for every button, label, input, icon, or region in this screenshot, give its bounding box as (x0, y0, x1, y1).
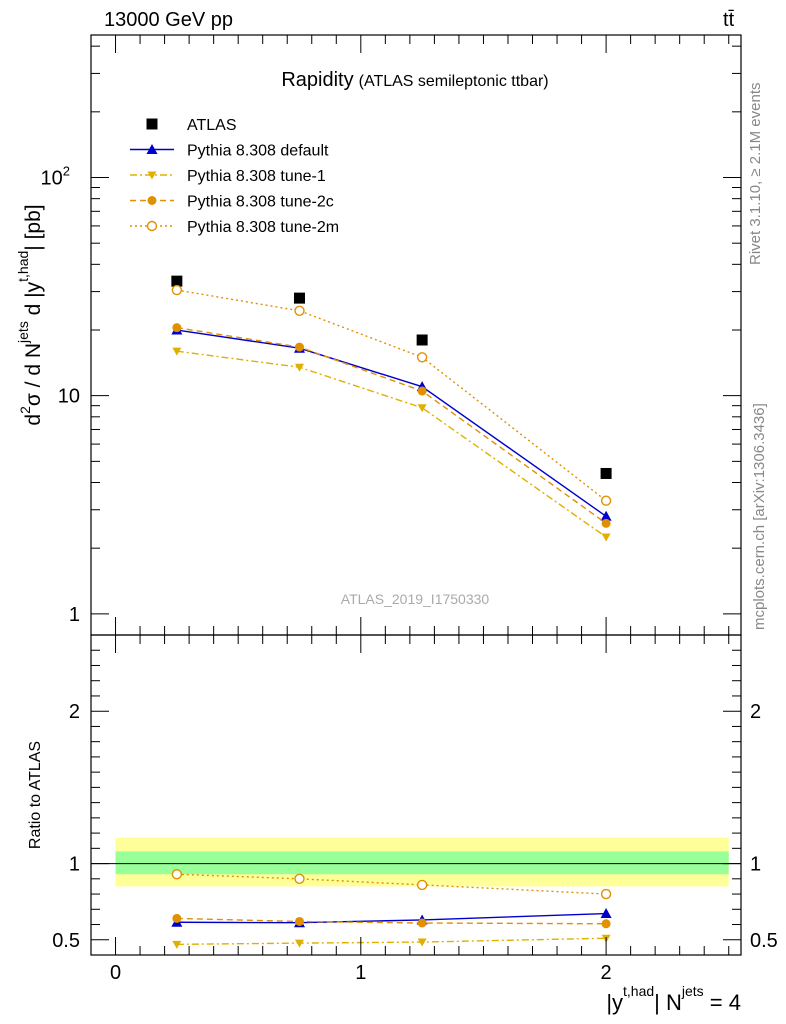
ratio-series-line-1 (176, 937, 607, 946)
main-point-2-1 (294, 363, 304, 372)
ratio-band-green (115, 851, 729, 875)
main-point-1-3 (600, 510, 612, 521)
legend-label-2: Pythia 8.308 tune-1 (187, 168, 326, 185)
ratio-point-2-1 (294, 916, 304, 926)
main-series-3 (172, 323, 611, 528)
ratio-point-2-3 (601, 919, 611, 929)
ratio-ytick-label-right-1: 1 (750, 854, 761, 876)
ratio-point-2-2 (417, 918, 427, 928)
legend-entry-2: Pythia 8.308 tune-1 (130, 168, 326, 185)
main-point-3-3 (601, 518, 611, 528)
legend-marker-1 (146, 144, 158, 154)
main-title-block: Rapidity (ATLAS semileptonic ttbar) ATLAS… (281, 69, 548, 607)
main-series-4 (171, 284, 612, 506)
main-ytick-label-1: 10 (58, 386, 80, 408)
main-ytick-label-0: 1 (69, 604, 80, 626)
chart-title: Rapidity (ATLAS semileptonic ttbar) (281, 69, 548, 91)
legend: ATLAS Pythia 8.308 default Pythia 8.308 tu… (130, 117, 339, 236)
main-point-4-0 (171, 284, 183, 296)
ratio-ytick-label-left-1: 1 (69, 854, 80, 876)
main-series-line-3 (176, 326, 607, 524)
main-series-2 (172, 347, 611, 542)
ratio-ytick-label-right-2: 2 (750, 701, 761, 723)
legend-entry-4: Pythia 8.308 tune-2m (130, 219, 339, 236)
main-point-3-2 (417, 386, 427, 396)
legend-label-0: ATLAS (187, 117, 237, 134)
main-point-2-3 (601, 533, 611, 542)
main-y-axis-label: d2σ / d Njets d |yt,had| [pb] (15, 204, 45, 425)
main-point-2-0 (172, 347, 182, 356)
process-label: tt̄ (723, 9, 735, 31)
main-ytick-label-2: 102 (41, 164, 70, 190)
ratio-series-3 (171, 869, 612, 900)
tick-labels: 1 10 102 0.5 0.5 1 1 2 2 0 1 2 (41, 164, 778, 984)
axis-ticks (91, 35, 741, 956)
legend-marker-2 (147, 171, 157, 180)
main-point-4-3 (600, 495, 612, 506)
xtick-label-0: 0 (110, 962, 121, 984)
main-point-3-1 (294, 342, 304, 352)
collision-label: 13000 GeV pp (104, 9, 233, 31)
analysis-watermark: ATLAS_2019_I1750330 (341, 591, 490, 607)
main-series-1 (171, 324, 612, 521)
main-point-4-2 (416, 352, 428, 363)
ratio-point-3-1 (294, 873, 305, 885)
ratio-ytick-label-left-2: 2 (69, 701, 80, 723)
ratio-point-0-3 (600, 908, 612, 919)
ratio-point-3-3 (600, 888, 612, 900)
legend-marker-4 (146, 220, 158, 232)
ratio-series-0 (171, 908, 612, 928)
main-point-3-0 (172, 323, 182, 333)
ratio-series-line-2 (176, 917, 607, 925)
legend-marker-3 (147, 196, 157, 205)
main-point-0-1 (293, 292, 305, 304)
x-axis-label: |yt,had| Njets = 4 (606, 983, 741, 1015)
legend-marker-0 (146, 118, 158, 130)
main-series-line-1 (176, 329, 607, 517)
ratio-series-2 (172, 913, 611, 929)
xtick-label-2: 2 (601, 962, 612, 984)
ratio-frame (90, 634, 742, 956)
mcplots-label: mcplots.cern.ch [arXiv:1306.3436] (751, 403, 768, 630)
main-point-0-3 (600, 467, 612, 479)
rivet-label: Rivet 3.1.10, ≥ 2.1M events (747, 83, 764, 266)
ratio-bands (91, 837, 741, 887)
ratio-point-3-0 (171, 869, 183, 880)
ratio-series-line-3 (176, 873, 607, 895)
ratio-y-axis-label: Ratio to ATLAS (27, 741, 44, 849)
ratio-ytick-label-left-0: 0.5 (52, 930, 80, 952)
legend-label-4: Pythia 8.308 tune-2m (187, 219, 339, 236)
main-point-0-2 (416, 334, 428, 346)
legend-label-3: Pythia 8.308 tune-2c (187, 194, 334, 211)
legend-entry-0: ATLAS (146, 117, 237, 134)
main-plot-data (171, 275, 612, 542)
ratio-point-1-1 (294, 939, 304, 948)
legend-label-1: Pythia 8.308 default (187, 143, 329, 160)
main-point-4-1 (294, 305, 305, 316)
ratio-point-1-0 (172, 940, 182, 949)
ratio-ytick-label-right-0: 0.5 (750, 930, 778, 952)
side-labels: Rivet 3.1.10, ≥ 2.1M events mcplots.cern… (747, 83, 768, 631)
legend-entry-3: Pythia 8.308 tune-2c (130, 194, 334, 211)
main-y-axis-label-text: d2σ / d Njets d |yt,had| [pb] (15, 204, 45, 425)
header: 13000 GeV pp tt̄ (104, 9, 735, 31)
ratio-point-1-2 (417, 938, 427, 947)
main-point-2-2 (417, 404, 427, 413)
xtick-label-1: 1 (355, 962, 366, 984)
main-series-0 (171, 275, 612, 479)
main-series-line-2 (176, 350, 607, 538)
plot-frames (90, 34, 742, 956)
main-point-0-0 (171, 275, 183, 287)
ratio-point-2-0 (172, 913, 182, 923)
legend-entry-1: Pythia 8.308 default (130, 143, 329, 160)
main-series-line-4 (176, 289, 607, 502)
ratio-point-3-2 (416, 879, 428, 891)
ratio-series-line-0 (176, 912, 607, 924)
